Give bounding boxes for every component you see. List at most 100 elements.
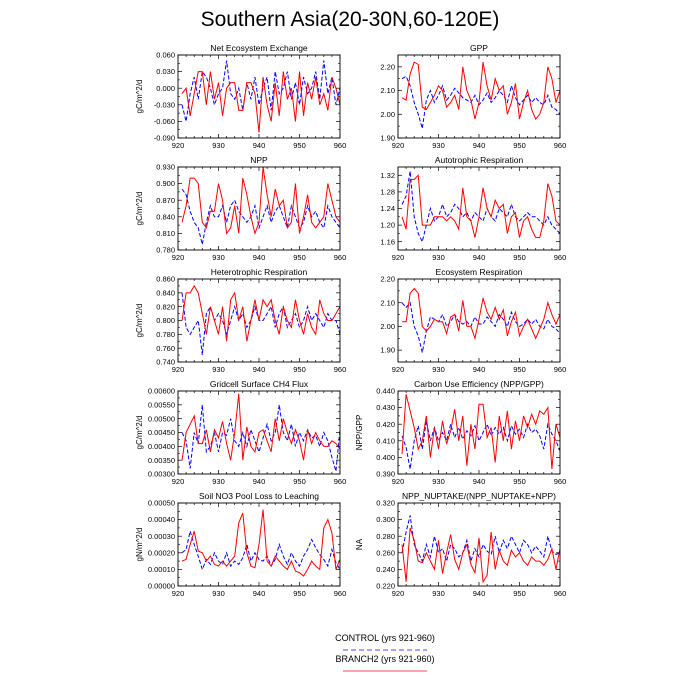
series-branch-line: [181, 284, 341, 342]
y-tick-label: 0.00600: [148, 387, 175, 396]
panel-8: Carbon Use Efficiency (NPP/GPP) NPP/GPP 92…: [355, 379, 566, 486]
y-tick-label: 0.320: [376, 499, 395, 508]
x-tick-label: 930: [432, 365, 445, 374]
panel-2: GPP 920 930 940 950 960 1.90 2.00 2.10 2.20: [380, 43, 566, 150]
series-branch-line: [181, 71, 341, 133]
series-branch-line: [402, 287, 561, 341]
y-tick-label: 0.220: [376, 582, 395, 591]
y-tick-label: 0.00300: [148, 470, 175, 479]
y-tick-label: 0.820: [156, 302, 175, 311]
x-tick-label: 950: [293, 141, 306, 150]
x-tick-label: 930: [212, 253, 225, 262]
y-tick-label: 2.20: [380, 275, 395, 284]
x-tick-label: 950: [293, 253, 306, 262]
panel-title: Heterotrophic Respiration: [211, 267, 308, 277]
x-tick-label: 930: [212, 141, 225, 150]
y-tick-label: 0.840: [156, 288, 175, 297]
series-control-line: [401, 420, 561, 470]
panel-7: Gridcell Surface CH4 Flux gC/m^2/d 920 930 9…: [135, 379, 346, 486]
x-tick-label: 950: [293, 477, 306, 486]
series-branch-line: [181, 393, 341, 461]
y-tick-label: 0.930: [156, 163, 175, 172]
y-tick-label: 2.00: [380, 110, 395, 119]
x-tick-label: 960: [334, 589, 347, 598]
series-branch-line: [401, 61, 561, 120]
y-tick-label: 1.16: [380, 237, 395, 246]
y-tick-label: 0.00550: [148, 400, 175, 409]
y-tick-label: 0.840: [156, 212, 175, 221]
y-tick-label: 1.32: [380, 171, 395, 180]
x-tick-label: 950: [513, 141, 526, 150]
x-tick-label: 950: [293, 365, 306, 374]
y-tick-label: 2.10: [380, 298, 395, 307]
panel-4: Autotrophic Respiration 920 930 940 950 960 1.…: [380, 155, 566, 262]
x-tick-label: 940: [253, 253, 266, 262]
x-tick-label: 950: [293, 589, 306, 598]
y-tick-label: 0.280: [376, 532, 395, 541]
x-tick-label: 920: [392, 141, 405, 150]
y-tick-label: 2.10: [380, 86, 395, 95]
y-tick-label: 0.390: [376, 470, 395, 479]
y-tick-label: 0.780: [156, 246, 175, 255]
x-tick-label: 930: [212, 477, 225, 486]
y-axis-label: NPP/GPP: [355, 415, 364, 451]
x-tick-label: 960: [554, 589, 567, 598]
y-axis-label: NA: [355, 538, 364, 550]
panel-title: GPP: [470, 43, 488, 53]
y-tick-label: 0.060: [156, 51, 175, 60]
series-control-line: [181, 188, 341, 245]
x-tick-label: 920: [392, 589, 405, 598]
y-tick-label: 0.400: [376, 453, 395, 462]
x-tick-label: 940: [473, 477, 486, 486]
y-tick-label: 0.00040: [148, 515, 175, 524]
y-tick-label: -0.090: [154, 134, 175, 143]
y-tick-label: 0.030: [156, 67, 175, 76]
x-tick-label: 940: [253, 589, 266, 598]
panel-10: NPP_NUPTAKE/(NPP_NUPTAKE+NPP) NA 920 930 940…: [355, 491, 566, 598]
x-tick-label: 960: [554, 477, 567, 486]
x-tick-label: 950: [513, 477, 526, 486]
x-tick-label: 920: [392, 253, 405, 262]
x-tick-label: 940: [473, 253, 486, 262]
panel-title: Ecosystem Respiration: [436, 267, 523, 277]
y-tick-label: 0.900: [156, 179, 175, 188]
x-tick-label: 930: [432, 589, 445, 598]
x-tick-label: 920: [392, 477, 405, 486]
series-branch-line: [401, 394, 561, 470]
y-tick-label: 0.00350: [148, 456, 175, 465]
x-tick-label: 930: [432, 253, 445, 262]
series-branch-line: [181, 166, 341, 236]
x-tick-label: 950: [513, 253, 526, 262]
y-axis-label: gN/m^2/d: [135, 528, 144, 562]
y-axis-label: gC/m^2/d: [135, 192, 144, 226]
plot-frame: [177, 54, 341, 139]
panel-5: Heterotrophic Respiration gC/m^2/d 920 930 9…: [135, 267, 346, 374]
y-tick-label: 2.00: [380, 322, 395, 331]
x-tick-label: 960: [334, 477, 347, 486]
y-tick-label: 0.410: [376, 436, 395, 445]
y-tick-label: 0.740: [156, 358, 175, 367]
y-tick-label: 0.870: [156, 196, 175, 205]
y-tick-label: -0.030: [154, 100, 175, 109]
x-tick-label: 930: [212, 365, 225, 374]
y-tick-label: -0.060: [154, 117, 175, 126]
y-tick-label: 0.240: [376, 565, 395, 574]
y-tick-label: 0.420: [376, 420, 395, 429]
x-tick-label: 960: [554, 365, 567, 374]
y-tick-label: 0.430: [376, 403, 395, 412]
y-tick-label: 1.90: [380, 346, 395, 355]
x-tick-label: 930: [432, 477, 445, 486]
y-tick-label: 0.760: [156, 344, 175, 353]
y-tick-label: 0.00000: [148, 582, 175, 591]
y-tick-label: 0.260: [376, 548, 395, 557]
x-tick-label: 940: [473, 141, 486, 150]
y-tick-label: 0.00010: [148, 565, 175, 574]
y-tick-label: 0.440: [376, 387, 395, 396]
plot-frame: [397, 390, 561, 475]
series-control-line: [401, 515, 561, 564]
y-tick-label: 0.800: [156, 316, 175, 325]
panel-title: NPP: [250, 155, 268, 165]
x-tick-label: 940: [253, 141, 266, 150]
x-tick-label: 940: [253, 477, 266, 486]
